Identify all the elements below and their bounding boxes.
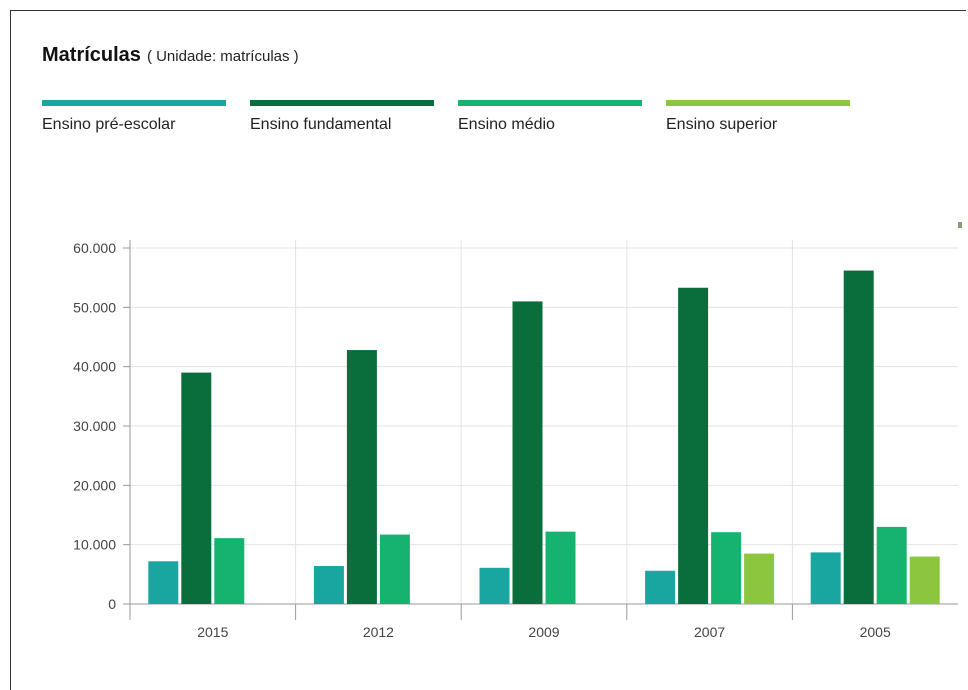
y-tick-label: 10.000 (73, 537, 116, 553)
bar-pre-escolar-2009 (479, 567, 510, 604)
y-tick-label: 50.000 (73, 299, 116, 315)
legend-item-pre-escolar[interactable]: Ensino pré-escolar (42, 100, 226, 134)
legend-item-fundamental[interactable]: Ensino fundamental (250, 100, 434, 134)
y-tick-label: 20.000 (73, 477, 116, 493)
bar-pre-escolar-2015 (148, 561, 179, 604)
legend-swatch-pre-escolar (42, 100, 226, 106)
bar-medio-2009 (545, 531, 576, 604)
bar-pre-escolar-2012 (313, 566, 344, 604)
bar-pre-escolar-2005 (810, 552, 841, 604)
x-tick-label: 2005 (860, 624, 891, 640)
x-tick-label: 2015 (197, 624, 228, 640)
y-tick-label: 30.000 (73, 418, 116, 434)
legend-swatch-medio (458, 100, 642, 106)
unit-label: ( Unidade: matrículas ) (146, 48, 299, 65)
legend-swatch-fundamental (250, 100, 434, 106)
bar-fundamental-2007 (678, 287, 709, 604)
y-tick-label: 60.000 (73, 240, 116, 256)
bar-fundamental-2009 (512, 301, 543, 604)
legend-label-superior: Ensino superior (666, 116, 778, 133)
bar-superior-2007 (744, 553, 775, 604)
x-tick-label: 2012 (363, 624, 394, 640)
legend-label-pre-escolar: Ensino pré-escolar (42, 116, 176, 133)
legend-label-fundamental: Ensino fundamental (250, 116, 392, 133)
bar-fundamental-2012 (346, 350, 377, 604)
bar-fundamental-2015 (181, 372, 212, 604)
bar-medio-2007 (711, 532, 742, 604)
bar-pre-escolar-2007 (645, 570, 676, 604)
chart-frame (10, 10, 966, 690)
bar-superior-2005 (909, 556, 940, 604)
x-tick-label: 2007 (694, 624, 725, 640)
legend-item-superior[interactable]: Ensino superior (666, 100, 850, 134)
chart-title-text: Matrículas (42, 44, 141, 66)
legend-label-medio: Ensino médio (458, 116, 555, 133)
bar-fundamental-2005 (843, 270, 874, 604)
chart-title: Matrículas ( Unidade: matrículas ) (42, 44, 299, 67)
y-tick-label: 0 (108, 596, 116, 612)
y-tick-label: 40.000 (73, 359, 116, 375)
x-tick-label: 2009 (528, 624, 559, 640)
legend-item-medio[interactable]: Ensino médio (458, 100, 642, 134)
chart-legend: Ensino pré-escolar Ensino fundamental En… (42, 100, 942, 140)
bar-medio-2015 (214, 538, 245, 604)
resize-handle-mark (958, 222, 962, 228)
legend-swatch-superior (666, 100, 850, 106)
bar-medio-2012 (379, 534, 410, 604)
bar-medio-2005 (876, 526, 907, 604)
